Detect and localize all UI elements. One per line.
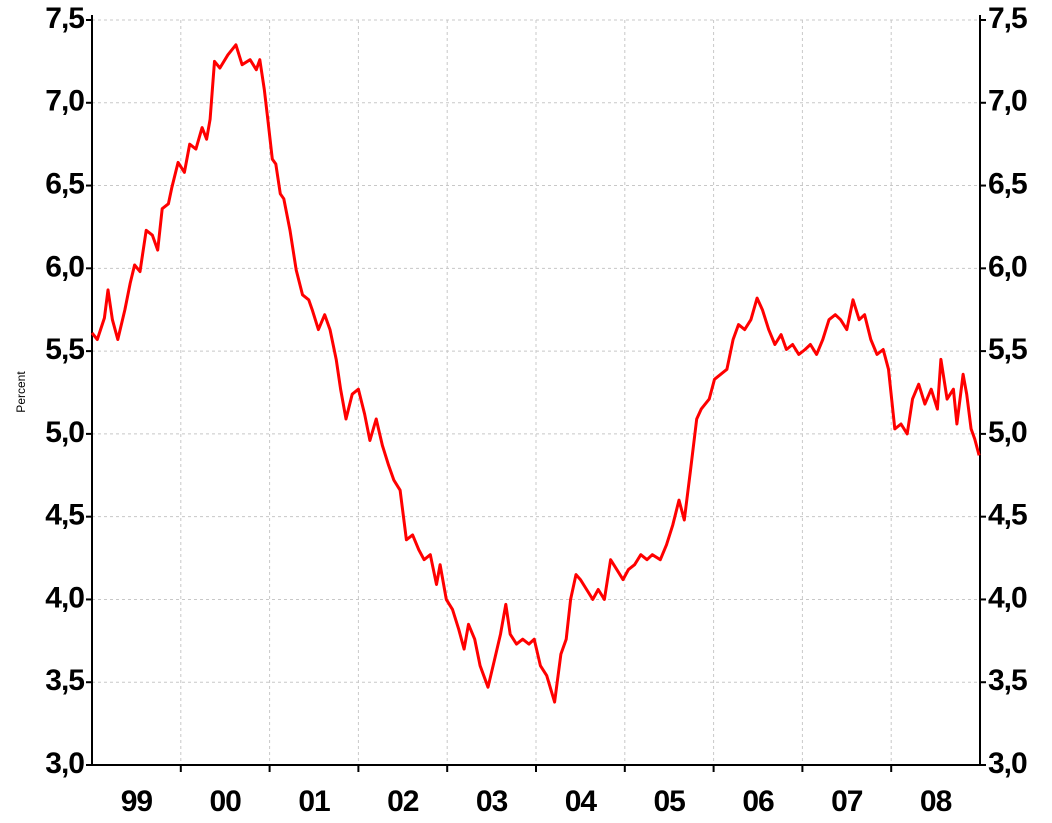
x-tick-label: 05 [654, 785, 686, 818]
x-tick-label: 00 [210, 785, 242, 818]
y-tick-label: 3,5 [45, 664, 84, 697]
x-tick-label: 02 [387, 785, 419, 818]
y2-tick-label: 6,5 [988, 167, 1027, 200]
y2-tick-label: 3,5 [988, 664, 1027, 697]
y-tick-label: 4,0 [45, 581, 84, 614]
y-tick-label: 4,5 [45, 499, 84, 532]
y2-tick-label: 4,5 [988, 499, 1027, 532]
y2-tick-label: 5,5 [988, 333, 1027, 366]
y2-tick-label: 6,0 [988, 250, 1027, 283]
y-tick-label: 5,5 [45, 333, 84, 366]
x-tick-label: 07 [831, 785, 863, 818]
y2-tick-label: 5,0 [988, 416, 1027, 449]
y-axis-label: Percent [14, 371, 28, 413]
y-tick-label: 3,0 [45, 747, 84, 780]
x-tick-label: 08 [920, 785, 952, 818]
data-line [90, 43, 981, 704]
x-tick-label: 06 [742, 785, 774, 818]
x-tick-label: 04 [565, 785, 598, 818]
y2-tick-label: 7,0 [988, 85, 1027, 118]
y-tick-label: 7,5 [45, 2, 84, 35]
x-tick-label: 99 [121, 785, 153, 818]
x-tick-label: 01 [298, 785, 330, 818]
y2-tick-label: 4,0 [988, 581, 1027, 614]
y-tick-label: 7,0 [45, 85, 84, 118]
y2-tick-label: 7,5 [988, 2, 1027, 35]
y-tick-label: 5,0 [45, 416, 84, 449]
x-tick-label: 03 [476, 785, 508, 818]
y-tick-label: 6,0 [45, 250, 84, 283]
y2-tick-label: 3,0 [988, 747, 1027, 780]
y-tick-label: 6,5 [45, 167, 84, 200]
